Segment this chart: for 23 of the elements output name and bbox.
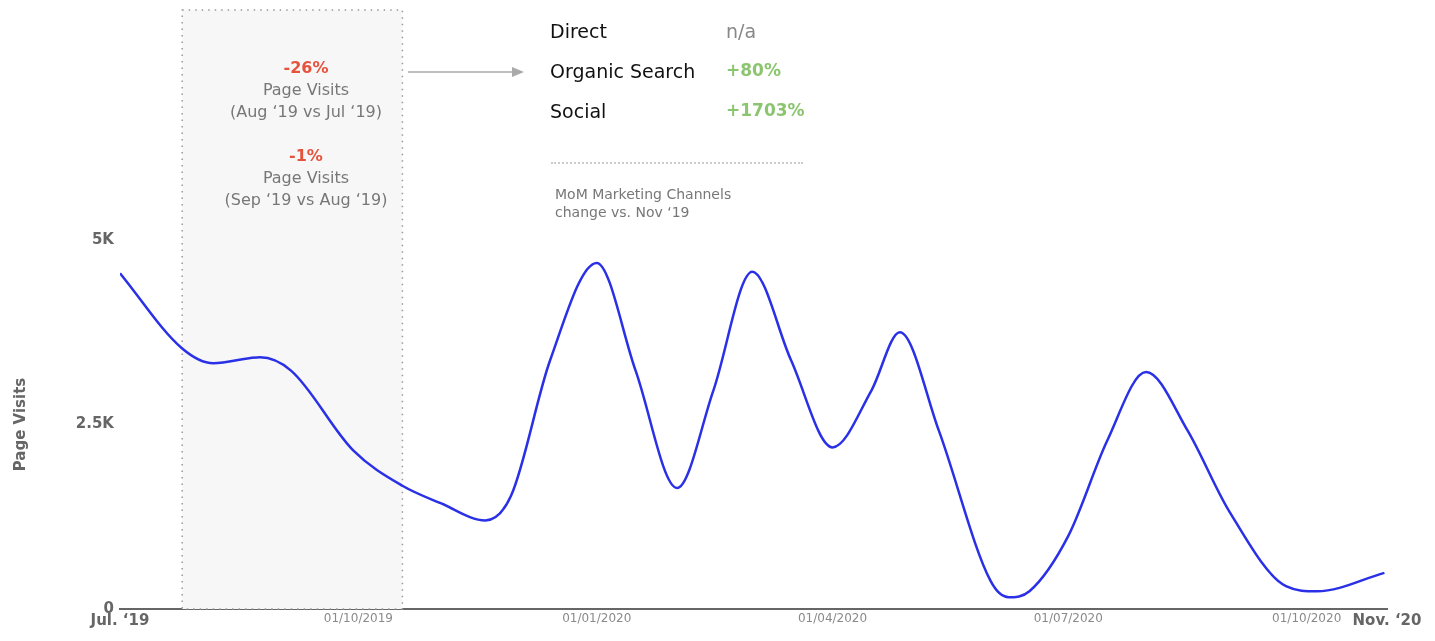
y-axis-title: Page Visits bbox=[10, 377, 29, 472]
text: Page Visits bbox=[261, 80, 351, 100]
x-tick-label: 01/01/2020 bbox=[562, 611, 632, 626]
text: Organic Search bbox=[550, 60, 697, 84]
x-tick-label: 01/10/2019 bbox=[323, 611, 393, 626]
y-tick-label: 5K bbox=[91, 229, 116, 248]
x-tick-label: 01/07/2020 bbox=[1033, 611, 1103, 626]
text: Direct bbox=[550, 20, 608, 44]
text: +1703% bbox=[726, 100, 806, 122]
text: MoM Marketing Channels change vs. Nov ‘19 bbox=[555, 186, 733, 221]
text: -1% bbox=[288, 146, 324, 166]
text: (Aug ‘19 vs Jul ‘19) bbox=[228, 102, 384, 122]
x-tick-label: 01/04/2020 bbox=[797, 611, 868, 626]
text: Page Visits bbox=[261, 168, 351, 188]
text: n/a bbox=[726, 20, 758, 44]
text: -26% bbox=[282, 58, 330, 78]
line-series bbox=[120, 261, 1386, 599]
x-tick-label: Nov. ‘20 bbox=[1352, 610, 1422, 629]
text: Social bbox=[550, 100, 608, 124]
text: (Sep ‘19 vs Aug ‘19) bbox=[223, 190, 389, 210]
x-tick-label: 01/10/2020 bbox=[1272, 611, 1342, 626]
y-tick-label: 2.5K bbox=[75, 414, 116, 433]
text: +80% bbox=[726, 60, 782, 82]
